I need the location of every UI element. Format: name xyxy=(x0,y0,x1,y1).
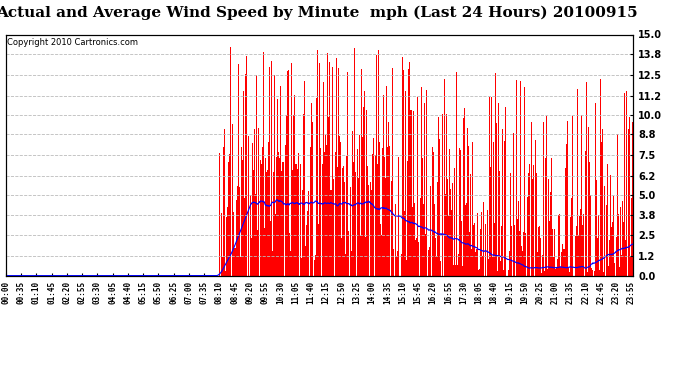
Text: Actual and Average Wind Speed by Minute  mph (Last 24 Hours) 20100915: Actual and Average Wind Speed by Minute … xyxy=(0,6,638,20)
Text: Copyright 2010 Cartronics.com: Copyright 2010 Cartronics.com xyxy=(7,38,138,47)
